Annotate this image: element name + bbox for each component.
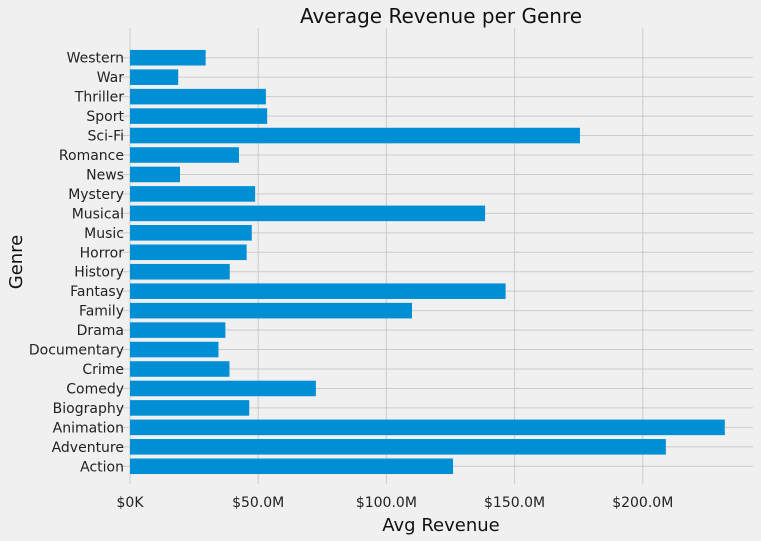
bar-musical: [130, 205, 486, 222]
y-tick-label: Drama: [77, 323, 124, 339]
y-tick-label: War: [97, 70, 125, 86]
y-tick-label: Fantasy: [70, 284, 124, 300]
bar-music: [130, 225, 252, 241]
bar-adventure: [130, 439, 666, 455]
y-tick-label: Romance: [59, 148, 124, 164]
y-tick-labels: Action Adventure Animation Biography Comedy C…: [29, 51, 125, 476]
y-tick-label: Biography: [53, 401, 124, 417]
x-tick-label: $200.0M: [612, 495, 673, 511]
x-axis-title: Avg Revenue: [382, 515, 499, 536]
x-tick-labels: $0K $50.0M $100.0M $150.0M $200.0M: [117, 495, 674, 511]
bar-history: [130, 263, 230, 280]
bars: [130, 49, 725, 475]
bar-action: [130, 458, 454, 475]
chart-title: Average Revenue per Genre: [300, 4, 582, 28]
y-tick-label: Musical: [72, 206, 124, 222]
y-tick-label: News: [86, 167, 124, 183]
y-tick-label: Thriller: [74, 90, 124, 106]
y-tick-label: History: [74, 265, 124, 281]
y-tick-label: Documentary: [29, 343, 124, 359]
y-axis-title: Genre: [6, 235, 27, 290]
y-tick-label: Music: [84, 226, 124, 242]
bar-horror: [130, 244, 247, 261]
bar-documentary: [130, 341, 219, 358]
bar-western: [130, 49, 206, 66]
bar-mystery: [130, 186, 256, 202]
y-tick-label: Animation: [53, 420, 124, 436]
y-tick-label: Adventure: [52, 440, 124, 456]
bar-fantasy: [130, 283, 506, 299]
bar-crime: [130, 361, 230, 377]
y-tick-label: Family: [79, 304, 124, 320]
bar-animation: [130, 419, 725, 436]
y-tick-label: Comedy: [66, 381, 124, 397]
y-tick-label: Action: [80, 459, 124, 475]
y-tick-label: Sport: [86, 109, 124, 125]
bar-family: [130, 302, 413, 319]
bar-thriller: [130, 88, 266, 105]
y-tick-label: Crime: [82, 362, 124, 378]
bar-romance: [130, 147, 239, 163]
bar-comedy: [130, 380, 316, 397]
bar-sci-fi: [130, 127, 580, 144]
x-tick-label: $100.0M: [356, 495, 417, 511]
bar-news: [130, 166, 180, 183]
bar-sport: [130, 108, 268, 124]
x-tick-label: $150.0M: [484, 495, 545, 511]
bar-biography: [130, 400, 250, 416]
bar-war: [130, 69, 179, 85]
x-tick-label: $50.0M: [232, 495, 284, 511]
y-tick-label: Sci-Fi: [88, 129, 124, 145]
y-tick-label: Western: [67, 51, 124, 67]
y-tick-label: Mystery: [68, 187, 124, 203]
y-tick-label: Horror: [80, 245, 125, 261]
bar-drama: [130, 322, 226, 338]
x-tick-label: $0K: [117, 495, 145, 511]
